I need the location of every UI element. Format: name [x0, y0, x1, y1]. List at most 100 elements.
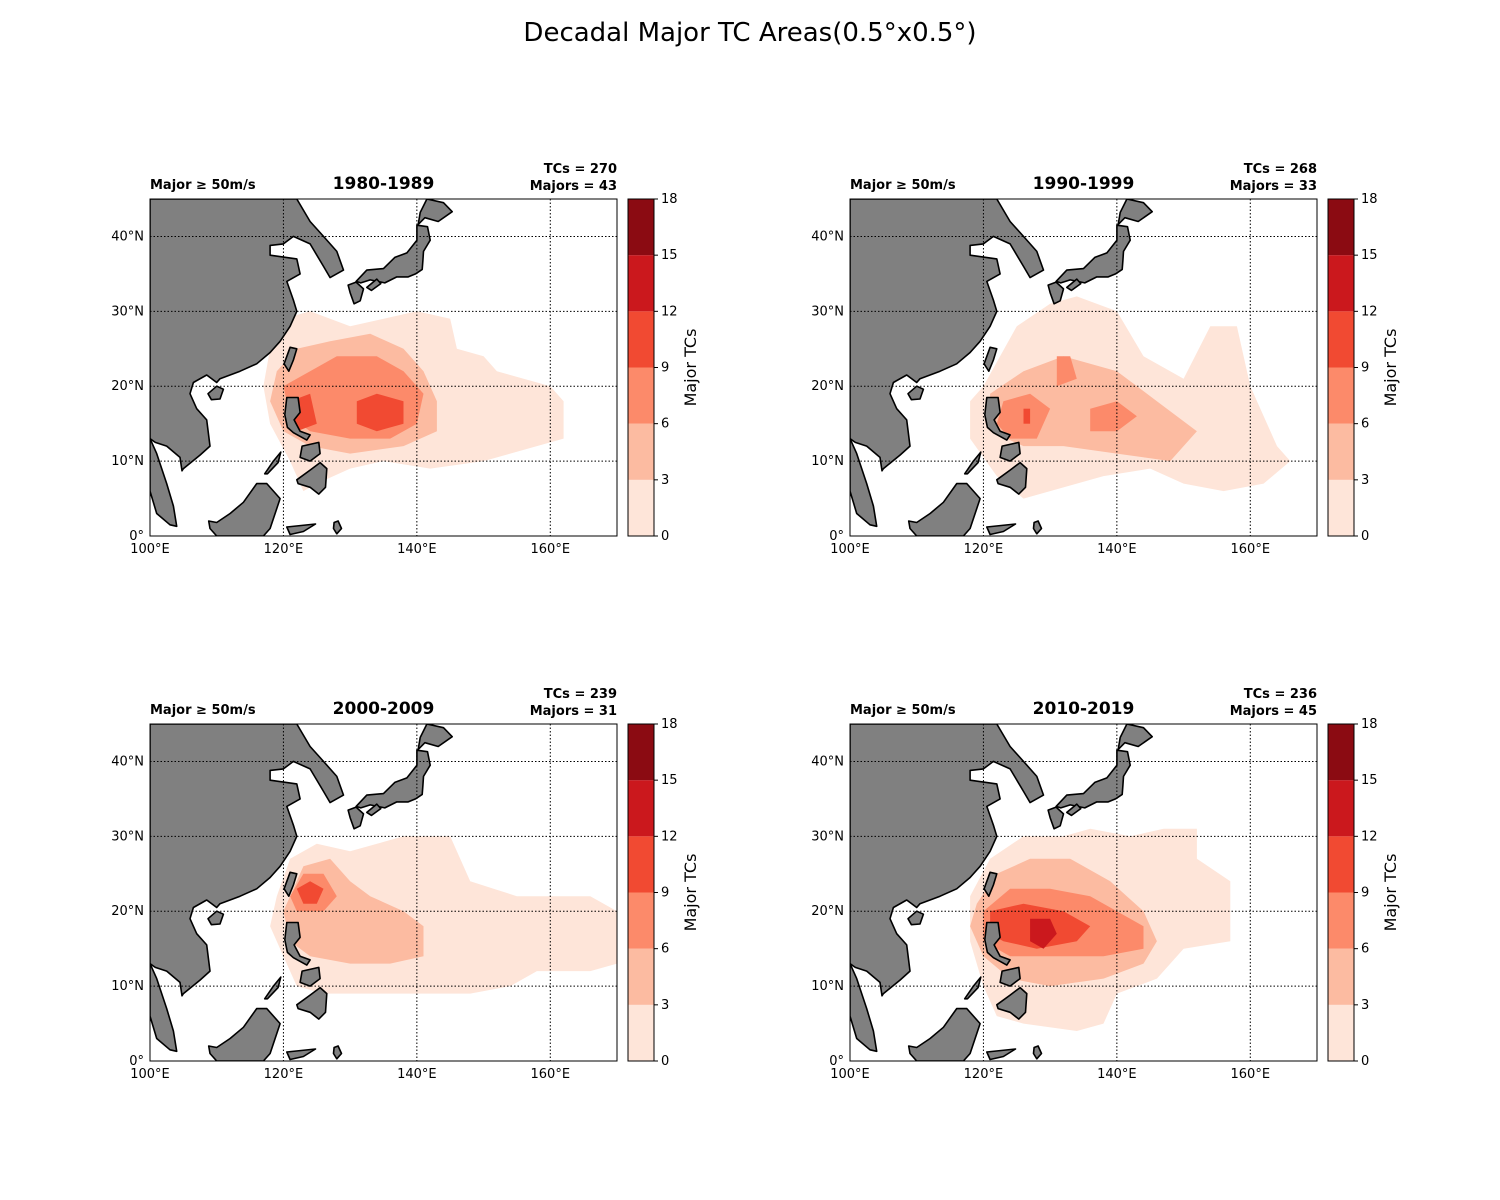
landmass: [417, 199, 454, 226]
colorbar-tick-label: 0: [1361, 529, 1369, 544]
map-panel-1: Major ≥ 50m/s 1980-1989 TCs = 270 Majors = …: [111, 160, 850, 600]
landmass: [1066, 278, 1082, 292]
colorbar-tick-label: 0: [661, 529, 669, 544]
y-tick-label: 10°N: [111, 979, 144, 994]
colorbar-label: Major TCs: [681, 329, 700, 407]
landmass: [999, 966, 1021, 987]
colorbar-tick-label: 12: [1361, 304, 1378, 319]
landmass: [1047, 806, 1065, 830]
landmass: [366, 803, 382, 817]
landmass: [347, 806, 365, 830]
landmass: [286, 1048, 317, 1061]
landmass: [347, 281, 365, 305]
y-tick-label: 40°N: [111, 754, 144, 769]
colorbar-tick-label: 9: [661, 361, 669, 376]
map-frame: [149, 198, 618, 537]
landmass: [907, 482, 981, 536]
colorbar-segment: [1328, 1004, 1354, 1061]
x-tick-label: 120°E: [964, 542, 1004, 557]
landmass: [907, 1007, 981, 1061]
landmass: [963, 976, 982, 1000]
colorbar-tick-label: 12: [661, 829, 678, 844]
colorbar-segment: [628, 1004, 654, 1061]
colorbar-segment: [628, 780, 654, 837]
density-region-level-3: [1090, 401, 1137, 432]
colorbar-segment: [1328, 423, 1354, 480]
landmass: [355, 749, 432, 809]
landmass: [986, 1048, 1017, 1061]
colorbar-label: Major TCs: [681, 854, 700, 932]
y-tick-label: 30°N: [111, 304, 144, 319]
colorbar-segment: [1328, 255, 1354, 312]
x-tick-label: 160°E: [1231, 542, 1271, 557]
landmass: [284, 921, 311, 966]
map-svg: 100°E 120°E 140°E 160°E 0° 10°N 20°N 30°N 40°N 0 3…: [811, 717, 1400, 1082]
landmass: [286, 523, 317, 536]
y-tick-label: 20°N: [111, 904, 144, 919]
density-region-level-4: [356, 393, 404, 432]
colorbar-segment: [1328, 780, 1354, 837]
colorbar-tick-label: 15: [661, 248, 678, 263]
colorbar-tick-label: 15: [661, 773, 678, 788]
counts-label: TCs = 236 Majors = 45: [1117, 686, 1317, 720]
colorbar-segment: [1328, 199, 1354, 256]
landmass: [999, 441, 1021, 462]
landmass: [296, 986, 328, 1020]
colorbar-segment: [628, 255, 654, 312]
landmass: [150, 962, 178, 1053]
landmass: [207, 910, 225, 926]
landmass: [984, 396, 1011, 441]
x-tick-label: 100°E: [830, 542, 870, 557]
map-svg: 100°E 120°E 140°E 160°E 0° 10°N 20°N 30°N 40°N 0 3…: [811, 192, 1400, 557]
colorbar-segment: [628, 892, 654, 949]
map-frame: [149, 723, 618, 1062]
colorbar-segment: [1328, 892, 1354, 949]
landmass: [983, 346, 998, 372]
tc-count: TCs = 239: [543, 687, 617, 702]
landmass: [1055, 749, 1132, 809]
landmass: [850, 437, 878, 528]
colorbar-tick-label: 9: [1361, 886, 1369, 901]
threshold-label: Major ≥ 50m/s: [850, 703, 956, 718]
major-count: Majors = 31: [529, 704, 617, 719]
landmass: [1055, 224, 1132, 284]
density-region-level-4: [296, 881, 324, 904]
x-tick-label: 160°E: [531, 1067, 571, 1082]
colorbar-tick-label: 0: [1361, 1054, 1369, 1069]
landmass: [207, 385, 225, 401]
map-frame: [849, 198, 1318, 537]
colorbar-tick-label: 3: [661, 998, 669, 1013]
colorbar-tick-label: 6: [661, 417, 669, 432]
landmass: [355, 224, 432, 284]
tc-count: TCs = 268: [1243, 162, 1317, 177]
x-tick-label: 120°E: [264, 1067, 304, 1082]
counts-label: TCs = 270 Majors = 43: [417, 161, 617, 195]
landmass: [332, 520, 343, 535]
colorbar-segment: [1328, 479, 1354, 536]
colorbar-tick-label: 15: [1361, 773, 1378, 788]
landmass: [283, 871, 298, 897]
map-panel-3: Major ≥ 50m/s 2000-2009 TCs = 239 Majors = …: [111, 685, 850, 1125]
colorbar-tick-label: 18: [1361, 717, 1378, 732]
colorbar-tick-label: 15: [1361, 248, 1378, 263]
colorbar-segment: [1328, 948, 1354, 1005]
x-tick-label: 160°E: [1231, 1067, 1271, 1082]
landmass: [299, 966, 321, 987]
map-panel-4: Major ≥ 50m/s 2010-2019 TCs = 236 Majors = …: [811, 685, 1500, 1125]
landmass: [1066, 803, 1082, 817]
y-tick-label: 30°N: [111, 829, 144, 844]
colorbar-segment: [628, 479, 654, 536]
y-tick-label: 20°N: [111, 379, 144, 394]
colorbar-segment: [628, 836, 654, 893]
density-region-level-4: [1023, 408, 1031, 424]
colorbar-tick-label: 9: [661, 886, 669, 901]
y-tick-label: 40°N: [811, 229, 844, 244]
colorbar-tick-label: 12: [1361, 829, 1378, 844]
landmass: [907, 910, 925, 926]
y-tick-label: 0°: [129, 529, 144, 544]
colorbar-segment: [1328, 311, 1354, 368]
colorbar-segment: [1328, 367, 1354, 424]
threshold-label: Major ≥ 50m/s: [150, 703, 256, 718]
map-svg: 100°E 120°E 140°E 160°E 0° 10°N 20°N 30°N 40°N 0 3…: [111, 192, 700, 557]
landmass: [150, 437, 178, 528]
